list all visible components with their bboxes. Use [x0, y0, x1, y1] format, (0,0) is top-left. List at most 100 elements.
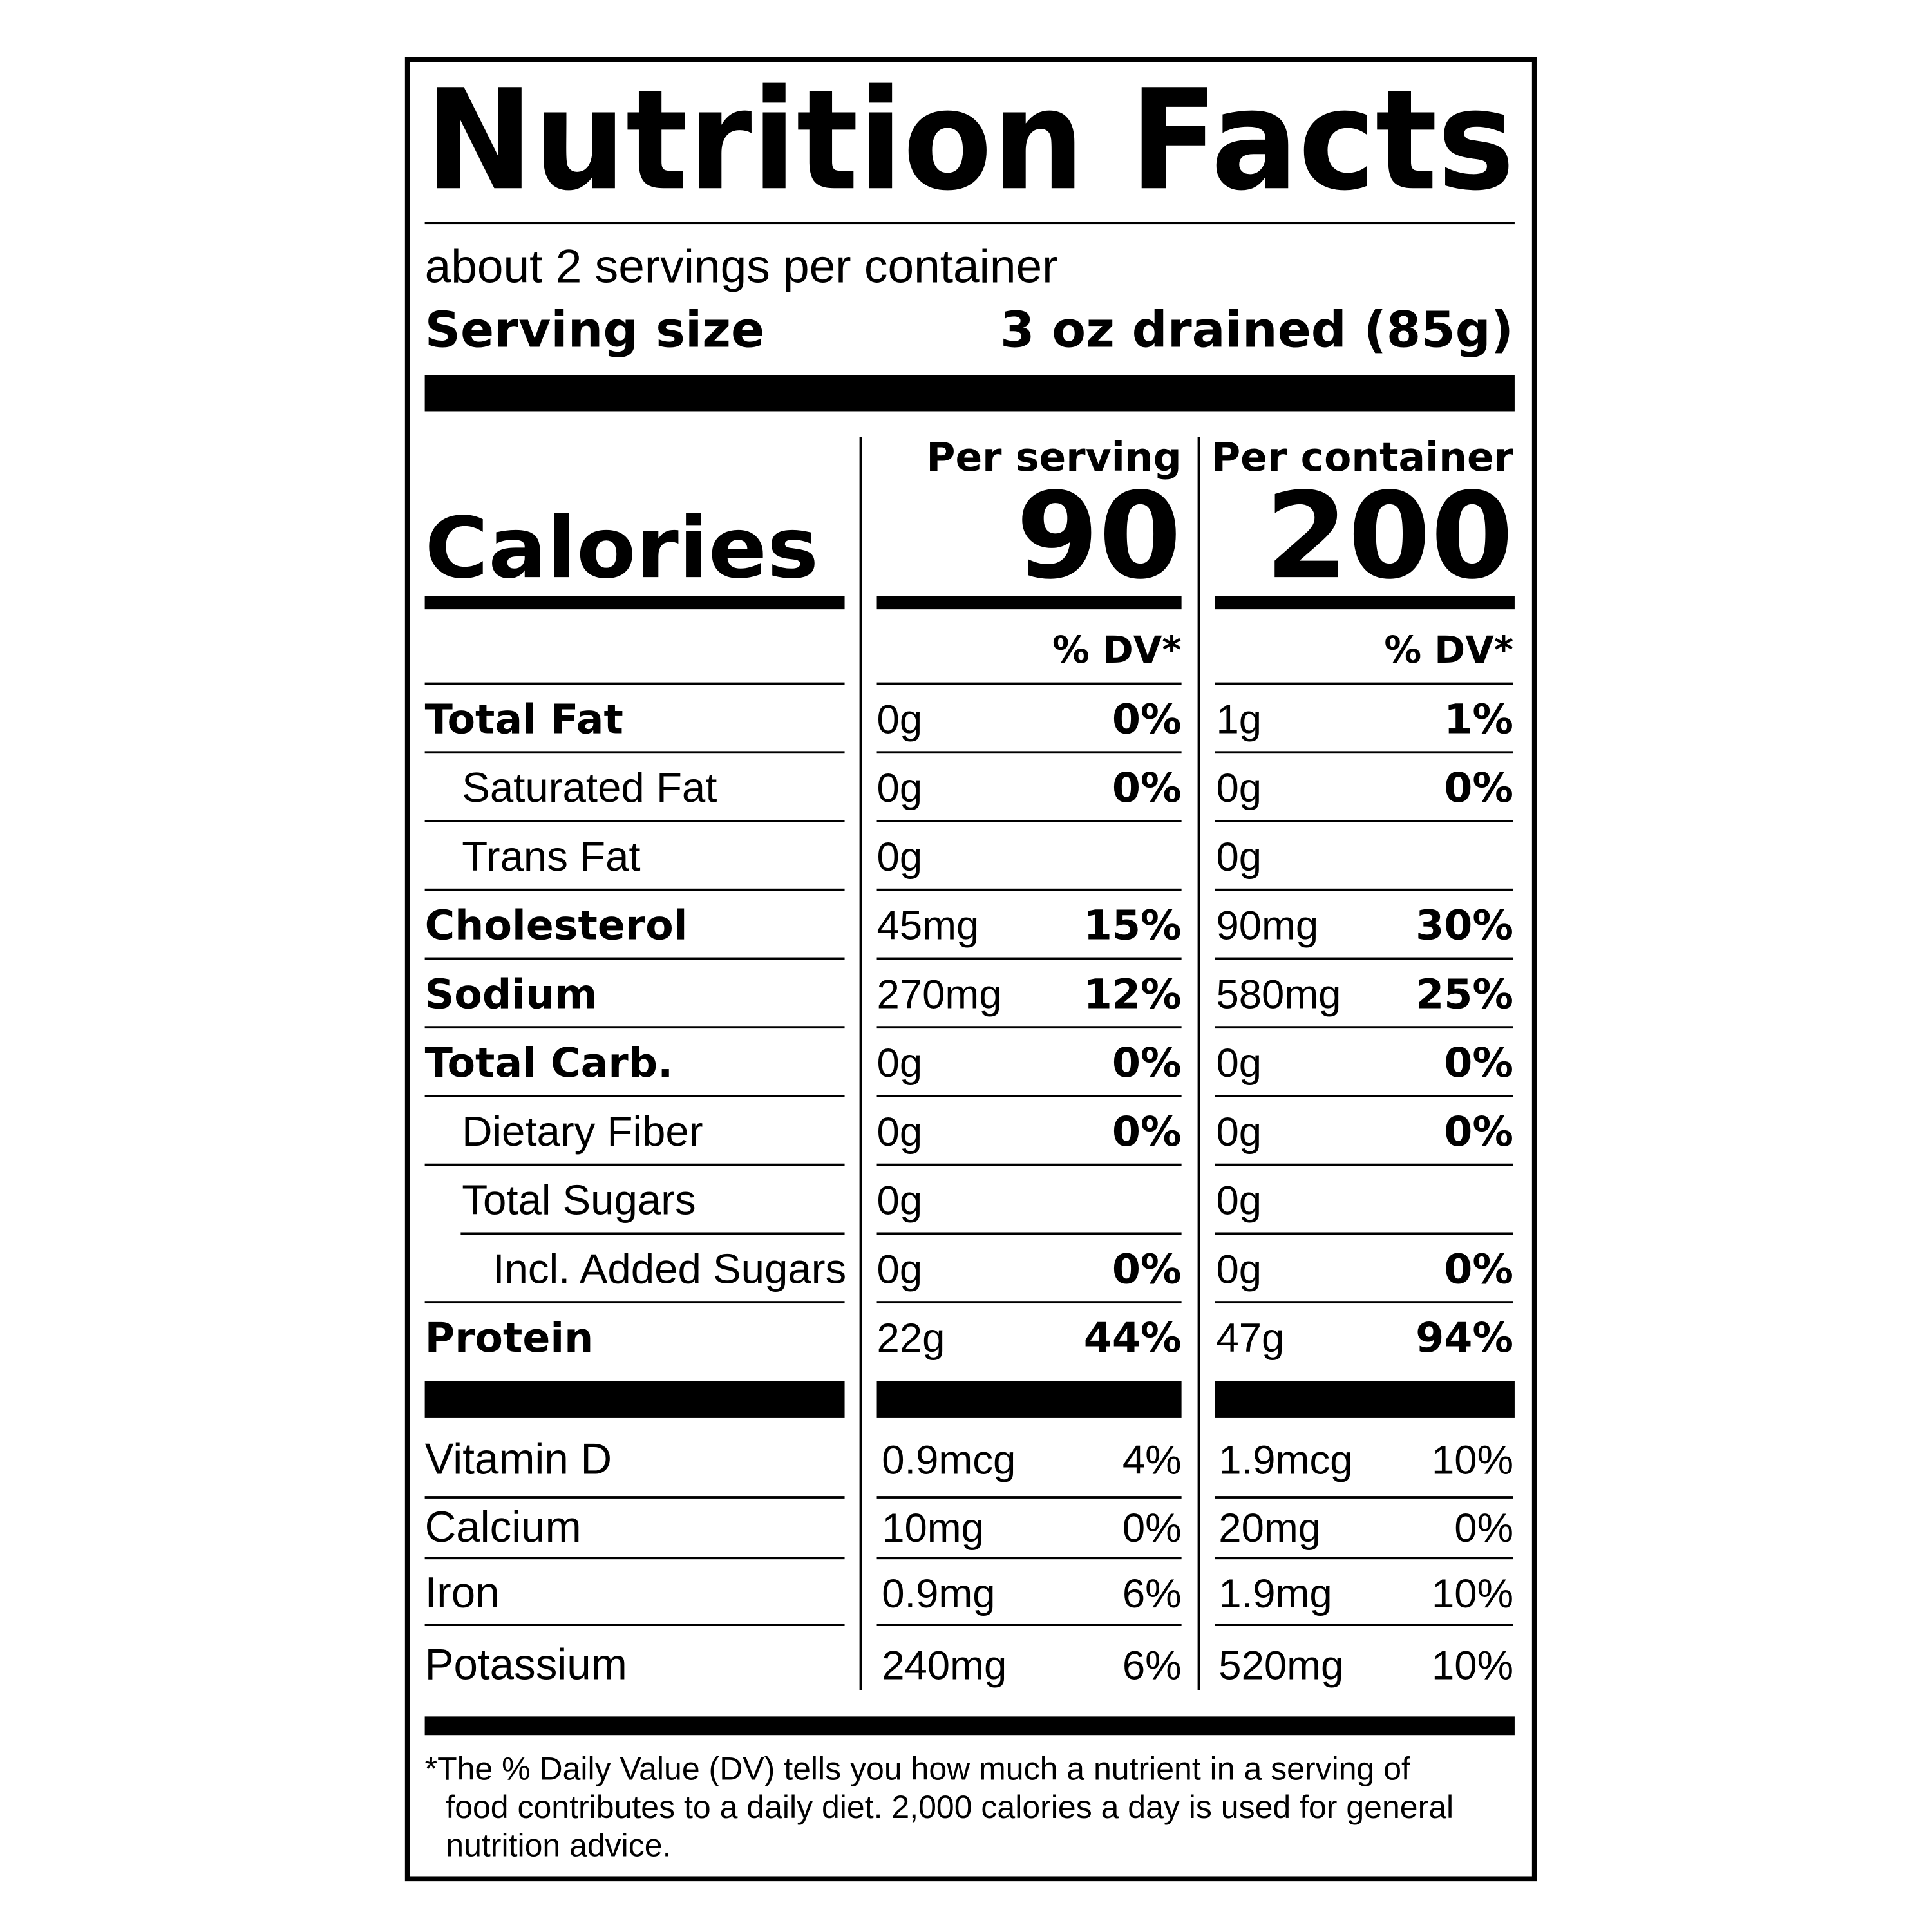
daily-value: 44%: [1084, 1314, 1182, 1361]
row-rule: [1215, 957, 1513, 960]
row-rule: [1215, 1232, 1513, 1235]
amount: 0g: [1216, 835, 1262, 880]
nutrient-name: Total Carb.: [425, 1039, 674, 1086]
amount: 520mg: [1218, 1643, 1343, 1689]
daily-value: 0%: [1112, 1039, 1182, 1086]
amount: 0.9mcg: [882, 1437, 1016, 1482]
daily-value: 6%: [1122, 1571, 1182, 1616]
row-rule: [876, 820, 1182, 822]
footnote: *The % Daily Value (DV) tells you how mu…: [425, 1750, 1410, 1786]
thick-bar: [424, 1716, 1515, 1736]
nutrient-name: Incl. Added Sugars: [493, 1245, 846, 1292]
serving-size-value: 3 oz drained (85g): [1000, 301, 1513, 359]
column-header: Per container: [1211, 434, 1514, 480]
row-rule: [424, 1557, 845, 1560]
medium-bar: [424, 596, 845, 610]
nutrient-name: Saturated Fat: [462, 764, 717, 811]
row-rule: [424, 820, 845, 822]
row-rule: [876, 888, 1182, 891]
amount: 47g: [1216, 1316, 1284, 1361]
daily-value: 25%: [1416, 970, 1513, 1018]
calories-value: 200: [1265, 467, 1513, 605]
amount: 1g: [1216, 697, 1262, 742]
row-rule: [876, 1624, 1182, 1626]
amount: 580mg: [1216, 972, 1341, 1017]
amount: 0g: [1216, 1179, 1262, 1224]
amount: 240mg: [882, 1643, 1007, 1689]
thick-bar: [1215, 1381, 1515, 1418]
amount: 0.9mg: [882, 1571, 995, 1616]
daily-value: 0%: [1112, 695, 1182, 743]
amount: 0g: [877, 697, 923, 742]
medium-bar: [1215, 596, 1515, 610]
footnote: food contributes to a daily diet. 2,000 …: [446, 1789, 1454, 1825]
row-rule: [876, 1232, 1182, 1235]
row-rule: [876, 1026, 1182, 1029]
daily-value: 0%: [1444, 764, 1513, 811]
vitamin-name: Iron: [425, 1569, 500, 1617]
amount: 45mg: [877, 904, 980, 949]
thick-bar: [876, 1381, 1182, 1418]
dv-header: % DV*: [1052, 628, 1182, 672]
amount: 0g: [877, 835, 923, 880]
row-rule: [424, 1496, 845, 1499]
column-header: Per serving: [926, 434, 1181, 480]
row-rule: [424, 1301, 845, 1304]
row-rule: [424, 1163, 845, 1166]
thick-bar: [424, 1381, 845, 1418]
row-rule: [1215, 1496, 1513, 1499]
daily-value: 0%: [1122, 1506, 1182, 1551]
amount: 1.9mcg: [1218, 1437, 1352, 1482]
vitamin-name: Calcium: [425, 1503, 582, 1551]
row-rule: [1215, 1557, 1513, 1560]
row-rule: [460, 1232, 845, 1235]
row-rule: [876, 1557, 1182, 1560]
row-rule: [876, 682, 1182, 685]
amount: 0g: [877, 766, 923, 811]
amount: 20mg: [1218, 1506, 1321, 1551]
thick-bar: [424, 375, 1515, 412]
daily-value: 0%: [1112, 1108, 1182, 1155]
daily-value: 0%: [1112, 764, 1182, 811]
row-rule: [1215, 1624, 1513, 1626]
daily-value: 10%: [1432, 1571, 1513, 1616]
row-rule: [424, 682, 845, 685]
nutrient-name: Dietary Fiber: [462, 1108, 703, 1155]
amount: 0g: [877, 1247, 923, 1292]
amount: 0g: [1216, 766, 1262, 811]
calories-value: 90: [1016, 467, 1182, 605]
amount: 0g: [877, 1179, 923, 1224]
servings-per-container: about 2 servings per container: [425, 240, 1058, 292]
row-rule: [424, 957, 845, 960]
nutrient-name: Total Sugars: [462, 1177, 696, 1224]
daily-value: 10%: [1432, 1437, 1513, 1482]
daily-value: 94%: [1416, 1314, 1513, 1361]
row-rule: [1215, 682, 1513, 685]
nutrient-name: Trans Fat: [462, 833, 640, 880]
row-rule: [876, 1095, 1182, 1097]
row-rule: [424, 751, 845, 754]
row-rule: [876, 1496, 1182, 1499]
dv-header: % DV*: [1384, 628, 1513, 672]
column-divider: [859, 437, 862, 1690]
amount: 1.9mg: [1218, 1571, 1332, 1616]
column-divider: [1197, 437, 1200, 1690]
amount: 0g: [877, 1110, 923, 1155]
row-rule: [424, 1624, 845, 1626]
border: [404, 57, 1537, 1882]
amount: 0g: [1216, 1110, 1262, 1155]
daily-value: 15%: [1084, 902, 1182, 949]
daily-value: 0%: [1444, 1245, 1513, 1293]
row-rule: [424, 888, 845, 891]
daily-value: 1%: [1444, 695, 1513, 743]
daily-value: 0%: [1112, 1245, 1182, 1293]
row-rule: [1215, 1163, 1513, 1166]
nutrient-name: Total Fat: [425, 695, 623, 743]
daily-value: 0%: [1454, 1506, 1513, 1551]
daily-value: 4%: [1122, 1437, 1182, 1482]
row-rule: [876, 1163, 1182, 1166]
daily-value: 30%: [1416, 902, 1513, 949]
